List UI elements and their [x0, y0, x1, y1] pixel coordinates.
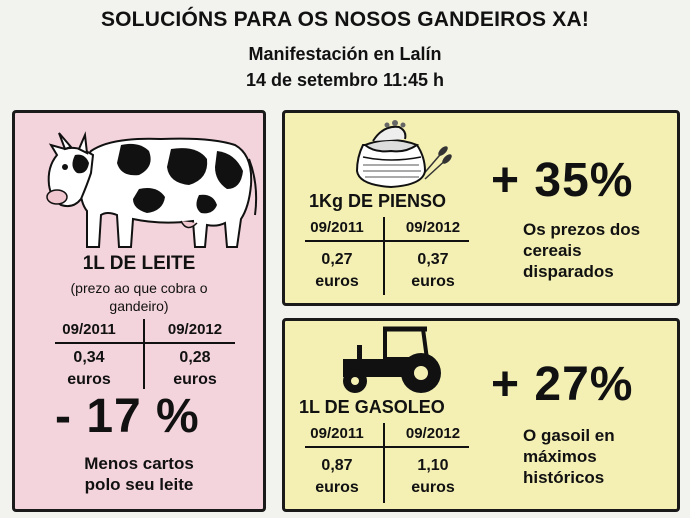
- feed-date-2011: 09/2011: [310, 219, 364, 236]
- feed-panel: 1Kg DE PIENSO 09/2011 09/2012 0,27 euros…: [282, 110, 680, 306]
- milk-date-2011: 09/2011: [62, 321, 116, 338]
- feed-comment: Os prezos dos cereais disparados: [523, 220, 641, 281]
- fuel-table-vline: [383, 423, 385, 503]
- feed-value-2011: 0,27 euros: [315, 251, 359, 290]
- milk-date-2012: 09/2012: [167, 321, 223, 338]
- milk-comment: Menos cartos polo seu leite: [84, 454, 194, 494]
- feed-sack-icon: [355, 120, 452, 189]
- fuel-table-hline: [305, 446, 469, 448]
- feed-product-label: 1Kg DE PIENSO: [309, 191, 447, 211]
- milk-note-line1: (prezo ao que cobra o: [70, 280, 208, 296]
- tractor-icon: [343, 326, 441, 393]
- fuel-date-2011: 09/2011: [310, 425, 364, 442]
- feed-table-vline: [383, 217, 385, 295]
- fuel-date-2012: 09/2012: [405, 425, 461, 442]
- milk-change: - 17 %: [55, 390, 200, 443]
- fuel-change: + 27%: [491, 358, 634, 411]
- milk-note: (prezo ao que cobra o gandeiro): [15, 279, 263, 315]
- milk-note-line2: gandeiro): [109, 298, 169, 314]
- milk-table-hline: [55, 342, 235, 344]
- cow-icon: [46, 131, 258, 248]
- feed-date-2012: 09/2012: [405, 219, 461, 236]
- fuel-value-2011: 0,87 euros: [315, 457, 359, 496]
- milk-value-2012: 0,28 euros: [173, 349, 217, 388]
- page-title: SOLUCIÓNS PARA OS NOSOS GANDEIROS XA!: [100, 8, 590, 31]
- milk-table-vline: [143, 319, 145, 389]
- milk-panel: 1L DE LEITE (prezo ao que cobra o gandei…: [12, 110, 266, 512]
- feed-change: + 35%: [491, 154, 634, 207]
- fuel-panel: 1L DE GASOLEO 09/2011 09/2012 0,87 euros…: [282, 318, 680, 512]
- fuel-product-label: 1L DE GASOLEO: [299, 397, 445, 417]
- milk-product-label: 1L DE LEITE: [82, 253, 196, 274]
- event-date: 14 de setembro 11:45 h: [245, 70, 445, 90]
- milk-value-2011: 0,34 euros: [67, 349, 111, 388]
- feed-value-2012: 0,37 euros: [411, 251, 455, 290]
- feed-table-hline: [305, 240, 469, 242]
- fuel-value-2012: 1,10 euros: [411, 457, 455, 496]
- event-subtitle: Manifestación en Lalín: [248, 44, 442, 64]
- fuel-comment: O gasoil en máximos históricos: [523, 426, 615, 487]
